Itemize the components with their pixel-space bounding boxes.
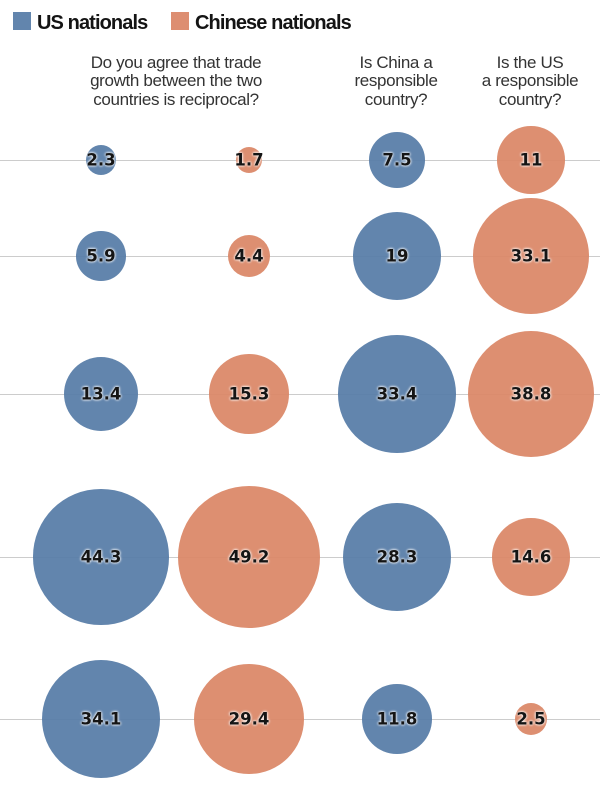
bubble-value-label: 19	[385, 246, 409, 266]
bubble-us-row2	[352, 211, 442, 301]
bubble-chinese-row1	[235, 146, 263, 174]
bubble-value-label: 13.4	[80, 384, 122, 404]
bubble-us-row4	[33, 489, 169, 625]
bubble-value-label: 4.4	[234, 246, 264, 266]
bubble-value-label: 29.4	[228, 709, 270, 729]
row-gridline	[0, 255, 600, 257]
bubble-chinese-row2	[227, 234, 271, 278]
bubble-us-row5	[362, 684, 432, 754]
row-gridline	[0, 159, 600, 161]
bubble-value-label: 2.5	[516, 709, 546, 729]
bubble-value-label: 2.3	[86, 150, 116, 170]
bubble-chinese-row5	[514, 702, 548, 736]
bubble-us-row3	[338, 335, 456, 453]
bubble-value-label: 38.8	[510, 384, 552, 404]
bubble-chinese-row4	[177, 485, 321, 629]
bubble-value-label: 15.3	[228, 384, 270, 404]
bubble-chinese-row3	[467, 330, 595, 458]
bubble-us-row4	[343, 503, 451, 611]
bubble-us-row3	[63, 356, 139, 432]
bubble-value-label: 1.7	[234, 150, 264, 170]
question-header-china-responsible: Is China a responsible country?	[354, 53, 438, 109]
bubble-value-label: 44.3	[80, 547, 122, 567]
bubble-chinese-row2	[472, 197, 590, 315]
chinese-nationals-swatch	[171, 12, 189, 30]
bubble-value-label: 33.1	[510, 246, 552, 266]
question-header-us-responsible: Is the US a responsible country?	[481, 53, 579, 109]
bubble-chinese-row3	[209, 354, 289, 434]
bubble-value-label: 11.8	[376, 709, 418, 729]
bubble-value-label: 11	[519, 150, 543, 170]
bubble-chinese-row1	[497, 126, 565, 194]
bubble-value-label: 34.1	[80, 709, 122, 729]
question-header-reciprocal-trade: Do you agree that trade growth between t…	[90, 53, 262, 109]
bubble-chinese-row5	[193, 663, 305, 775]
row-gridline	[0, 393, 600, 395]
legend-label: US nationals	[37, 12, 148, 34]
bubble-value-label: 28.3	[376, 547, 418, 567]
bubble-us-row1	[85, 144, 117, 176]
bubble-value-label: 14.6	[510, 547, 552, 567]
legend-label: Chinese nationals	[195, 12, 352, 34]
bubble-value-label: 33.4	[376, 384, 418, 404]
bubble-value-label: 7.5	[382, 150, 412, 170]
bubble-value-label: 49.2	[228, 547, 270, 567]
bubble-us-row1	[369, 132, 425, 188]
bubble-us-row2	[76, 231, 126, 281]
bubble-us-row5	[41, 659, 161, 779]
bubble-value-label: 5.9	[86, 246, 116, 266]
legend-item-us-nationals: US nationals	[13, 12, 148, 34]
bubble-chinese-row4	[492, 518, 570, 596]
us-nationals-swatch	[13, 12, 31, 30]
legend-item-chinese-nationals: Chinese nationals	[171, 12, 352, 34]
